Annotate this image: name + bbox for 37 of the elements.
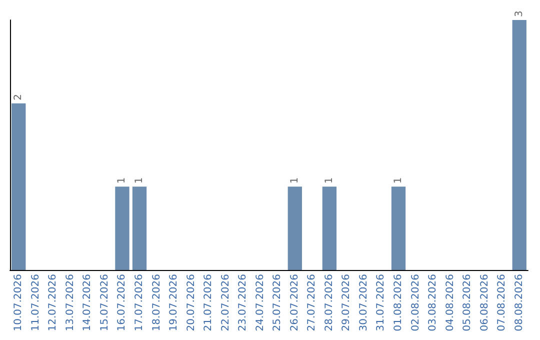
x-tick-label: 23.07.2026	[238, 274, 249, 332]
x-tick-label: 31.07.2026	[376, 274, 387, 332]
x-tick-label: 24.07.2026	[254, 274, 266, 332]
x-tick-label: 20.07.2026	[186, 274, 197, 332]
data-label: 3	[514, 10, 525, 17]
x-tick-label: 10.07.2026	[13, 274, 24, 332]
x-tick-label: 13.07.2026	[64, 274, 76, 332]
data-label: 1	[134, 177, 145, 184]
x-tick-label: 11.07.2026	[30, 274, 42, 332]
x-tick-label: 07.08.2026	[496, 274, 508, 332]
x-tick-label: 04.08.2026	[444, 274, 456, 332]
x-tick-label: 12.07.2026	[48, 274, 59, 332]
x-tick-label: 06.08.2026	[479, 274, 490, 332]
x-tick-label: 26.07.2026	[289, 274, 300, 332]
x-tick-label: 15.07.2026	[99, 274, 110, 332]
x-tick-label: 08.08.2026	[514, 274, 525, 332]
x-tick-label: 03.08.2026	[428, 274, 439, 332]
data-label: 1	[393, 177, 404, 184]
x-tick-label: 19.07.2026	[168, 274, 180, 332]
data-label: 2	[13, 94, 24, 100]
x-tick-label: 25.07.2026	[272, 274, 284, 332]
data-label: 1	[289, 177, 300, 184]
x-tick-label: 02.08.2026	[410, 274, 422, 332]
x-tick-label: 05.08.2026	[462, 274, 474, 332]
x-tick-label: 17.07.2026	[134, 274, 145, 332]
x-tick-label: 01.08.2026	[393, 274, 404, 332]
x-tick-label: 14.07.2026	[82, 274, 94, 332]
x-tick-label: 28.07.2026	[324, 274, 335, 332]
x-tick-label: 27.07.2026	[306, 274, 318, 332]
x-tick-label: 21.07.2026	[203, 274, 214, 332]
x-tick-label: 22.07.2026	[220, 274, 232, 332]
x-tick-label: 30.07.2026	[358, 274, 370, 332]
x-tick-label: 16.07.2026	[116, 274, 128, 332]
x-tick-label: 29.07.2026	[341, 274, 352, 332]
data-label: 1	[116, 177, 128, 184]
x-tick-label: 18.07.2026	[151, 274, 162, 332]
data-label: 1	[324, 177, 335, 184]
